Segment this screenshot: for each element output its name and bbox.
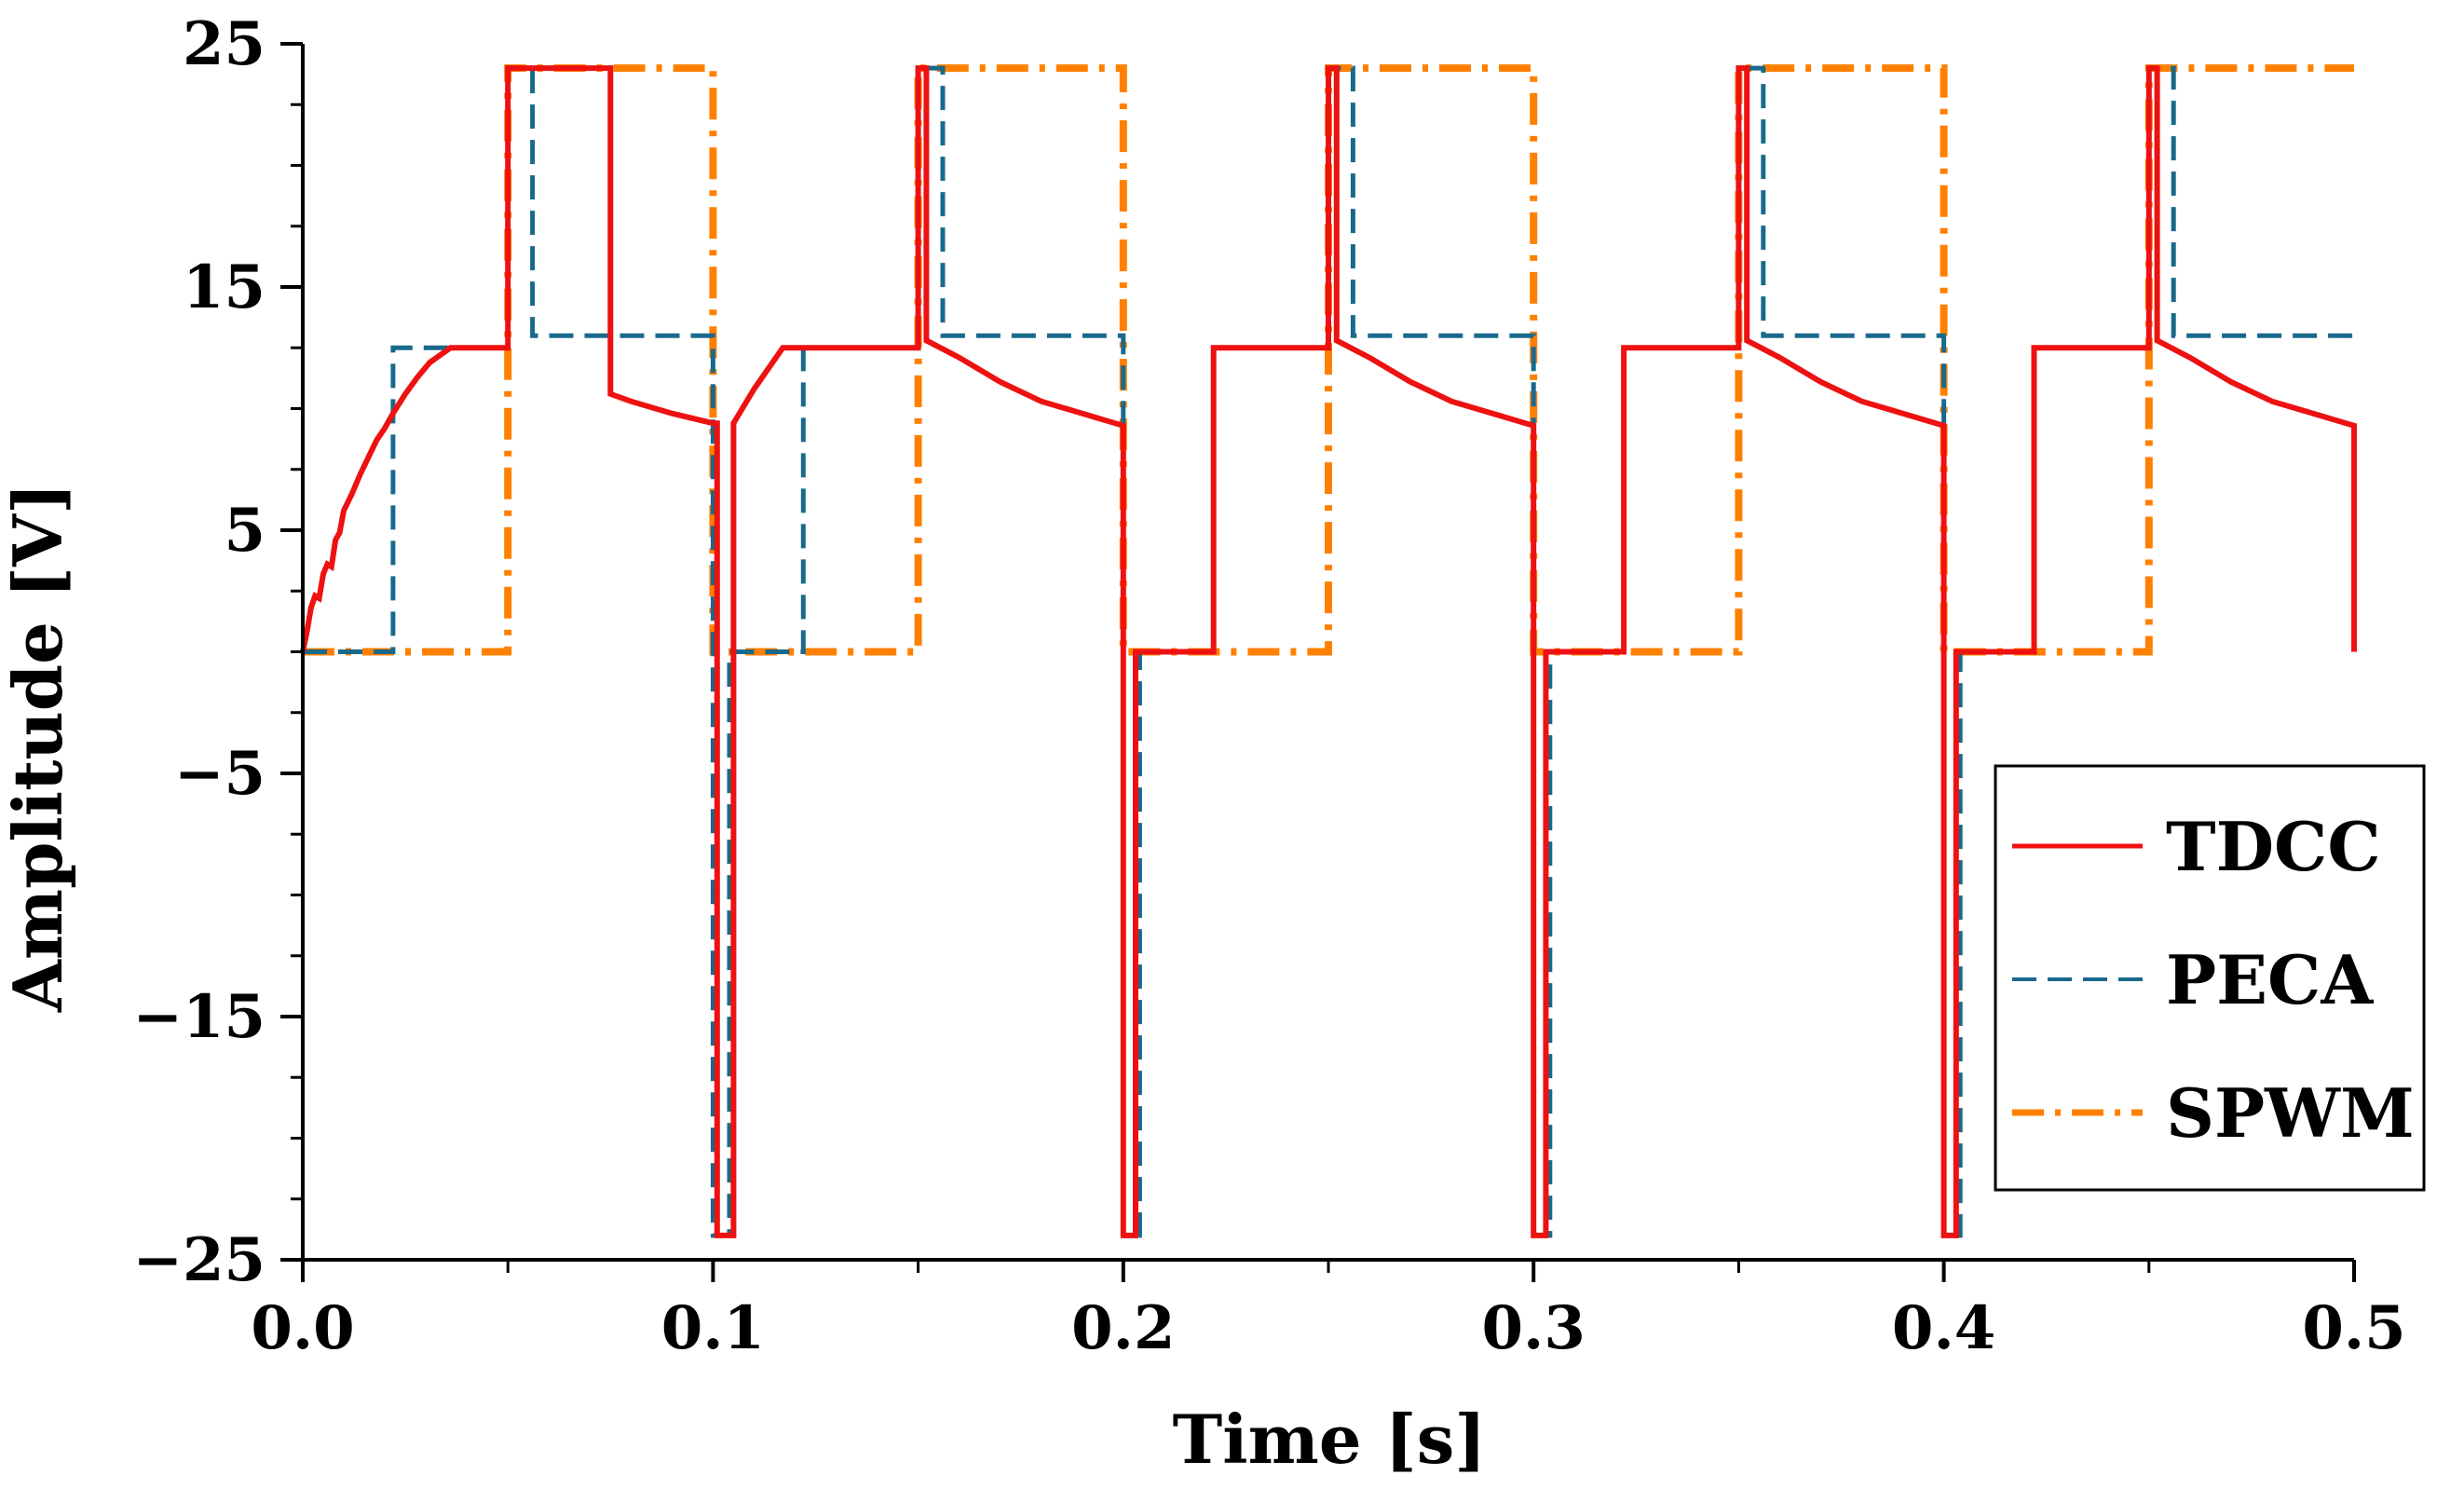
x-tick-label: 0.5 xyxy=(2302,1293,2405,1363)
y-tick-label: 5 xyxy=(224,496,265,566)
legend: TDCC PECA SPWM xyxy=(1994,764,2426,1192)
legend-label-spwm: SPWM xyxy=(2166,1073,2415,1153)
y-tick-label: −15 xyxy=(132,982,265,1052)
tick-labels: 25 15 5 −5 −15 −250.0 0.1 0.2 0.3 0.4 0.5 xyxy=(132,9,2405,1363)
series-layer xyxy=(300,64,2357,1238)
x-tick-label: 0.0 xyxy=(251,1293,354,1363)
legend-label-tdcc: TDCC xyxy=(2166,807,2381,886)
y-tick-label: −25 xyxy=(132,1225,265,1295)
x-axis-title: Time [s] xyxy=(1173,1400,1487,1479)
x-tick-label: 0.2 xyxy=(1071,1293,1175,1363)
x-tick-label: 0.4 xyxy=(1892,1293,1995,1363)
x-tick-label: 0.1 xyxy=(661,1293,765,1363)
series-line-tdcc xyxy=(300,65,2357,1238)
tick-marks xyxy=(280,42,2356,1282)
y-tick-label: 15 xyxy=(183,253,265,322)
y-tick-label: 25 xyxy=(183,9,265,79)
y-axis-title: Amplitude [V] xyxy=(0,483,77,1013)
x-tick-label: 0.3 xyxy=(1482,1293,1586,1363)
y-tick-label: −5 xyxy=(174,739,265,809)
legend-label-peca: PECA xyxy=(2166,940,2374,1019)
